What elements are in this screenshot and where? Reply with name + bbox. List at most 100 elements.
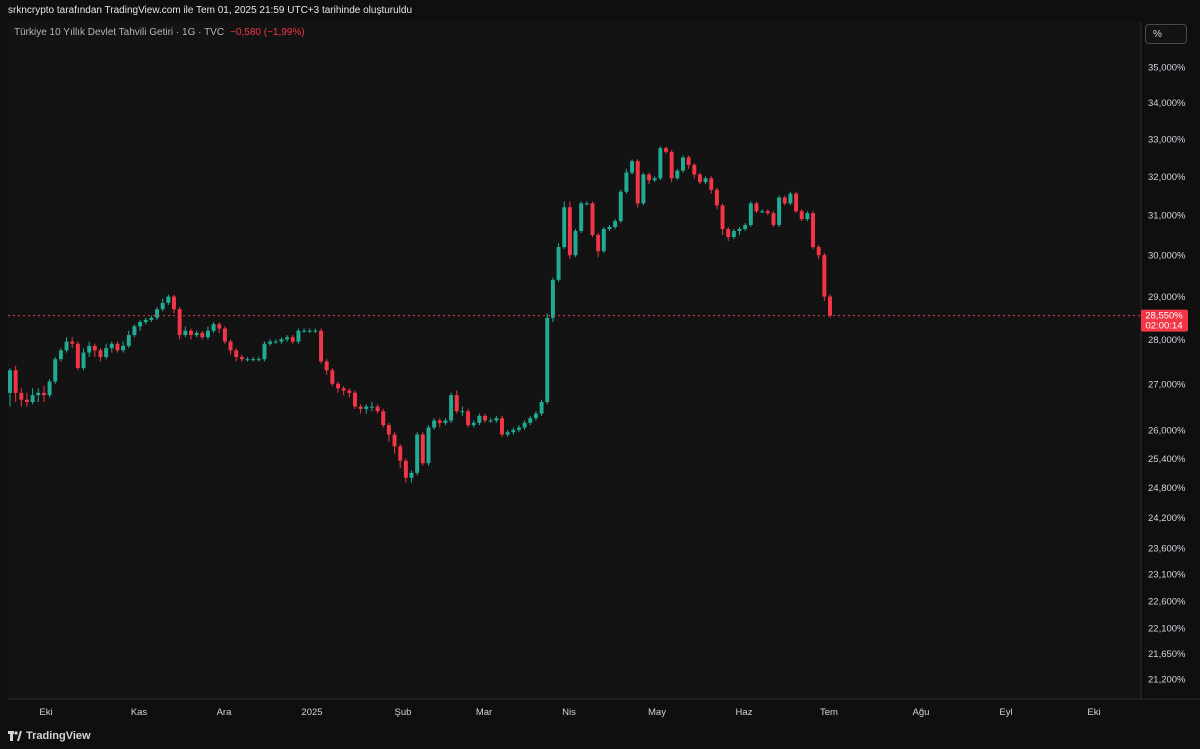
candle-body <box>228 341 233 351</box>
candle-body <box>183 330 188 336</box>
candle-body <box>511 429 516 433</box>
candle <box>545 313 550 405</box>
percent-scale-button[interactable]: % <box>1145 24 1187 44</box>
candle <box>760 209 765 214</box>
candle-body <box>98 350 103 357</box>
y-tick-label: 32,000% <box>1148 172 1186 183</box>
candle-body <box>149 317 154 320</box>
candle-body <box>748 203 753 226</box>
candle-body <box>172 296 176 310</box>
candle-body <box>567 207 572 256</box>
candle <box>658 146 663 181</box>
candle-body <box>375 406 380 412</box>
candle-body <box>290 337 295 342</box>
candle <box>782 195 787 206</box>
candle <box>290 335 295 344</box>
candle <box>24 392 29 407</box>
candle <box>143 317 148 325</box>
candle-body <box>262 343 267 360</box>
y-tick-label: 35,000% <box>1148 63 1186 74</box>
candle-body <box>245 359 250 361</box>
x-tick-label: Haz <box>736 707 753 718</box>
candle-body <box>505 432 510 435</box>
y-tick-label: 30,000% <box>1148 251 1186 262</box>
y-tick-label: 33,000% <box>1148 134 1186 145</box>
candle-body <box>24 399 29 403</box>
candle <box>618 189 623 224</box>
legend-symbol[interactable]: Türkiye 10 Yıllık Devlet Tahvili Getiri … <box>14 27 225 38</box>
candle-body <box>155 309 160 318</box>
y-tick-label: 22,600% <box>1148 596 1186 607</box>
candle <box>505 429 510 437</box>
candle <box>692 163 697 179</box>
y-tick-label: 21,200% <box>1148 675 1186 686</box>
candle-body <box>556 247 561 280</box>
y-tick-label: 28,000% <box>1148 335 1186 346</box>
candle <box>58 348 63 362</box>
candle-body <box>30 395 35 403</box>
candle-body <box>822 255 827 297</box>
candle <box>324 359 329 375</box>
candle-body <box>613 221 618 228</box>
candle <box>296 328 301 344</box>
candle-body <box>268 341 273 344</box>
candle <box>754 201 759 214</box>
y-tick-label: 31,000% <box>1148 211 1186 222</box>
chart-pane[interactable] <box>8 22 1141 698</box>
candle-body <box>652 178 657 181</box>
candle-body <box>273 341 278 343</box>
candle-body <box>635 161 640 204</box>
candle-body <box>658 148 663 179</box>
x-tick-label: 2025 <box>301 707 322 718</box>
candle <box>567 201 572 260</box>
candle-body <box>160 302 165 310</box>
candles-layer <box>8 146 832 483</box>
time-axis[interactable]: Eki Kas Ara 2025 Şub Mar Nis May Haz Tem Ağu Eyl Eki <box>39 707 1100 718</box>
candle-body <box>217 324 222 329</box>
candle-body <box>347 390 352 393</box>
candle-body <box>70 341 75 344</box>
candle-body <box>545 317 550 403</box>
candle-body <box>443 420 448 423</box>
tradingview-logo[interactable]: TradingView <box>8 730 91 742</box>
candle-body <box>92 345 97 351</box>
x-tick-label: Kas <box>131 707 148 718</box>
candle-body <box>782 197 787 204</box>
candle <box>601 227 606 254</box>
y-tick-label: 26,000% <box>1148 425 1186 436</box>
candle-body <box>403 460 408 478</box>
price-axis[interactable]: 35,000% 34,000% 33,000% 32,000% 31,000% 30,00… <box>1148 63 1186 686</box>
candle <box>138 319 143 331</box>
x-tick-label: Eki <box>39 707 52 718</box>
candle-body <box>664 148 668 152</box>
candle <box>268 339 273 346</box>
candle <box>483 413 488 423</box>
candle-body <box>41 392 46 396</box>
candle-body <box>460 411 465 413</box>
candle-body <box>437 420 442 423</box>
candle <box>352 390 357 409</box>
candle-body <box>483 415 488 421</box>
series-legend[interactable]: Türkiye 10 Yıllık Devlet Tahvili Getiri … <box>14 27 305 38</box>
candle <box>697 172 702 185</box>
candle-body <box>36 392 41 396</box>
candle-body <box>680 157 685 171</box>
candle <box>87 341 92 357</box>
candle-body <box>194 332 199 336</box>
bar-countdown: 02:00:14 <box>1146 321 1183 332</box>
candle <box>75 341 80 371</box>
x-tick-label: Nis <box>562 707 576 718</box>
candle-body <box>166 296 171 303</box>
candle <box>166 294 171 306</box>
candle-body <box>816 247 821 256</box>
candle-body <box>75 343 80 369</box>
candle-body <box>319 330 324 362</box>
candle-body <box>709 178 714 190</box>
x-tick-label: Mar <box>476 707 492 718</box>
candle-body <box>596 234 601 252</box>
candle <box>8 368 12 407</box>
candle-body <box>132 326 137 336</box>
candle <box>777 195 782 228</box>
candle <box>703 176 708 185</box>
